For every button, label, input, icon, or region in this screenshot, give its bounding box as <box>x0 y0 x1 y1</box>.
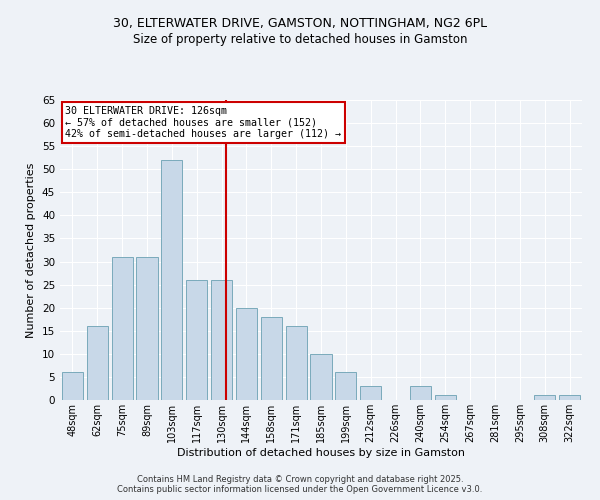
Bar <box>310 354 332 400</box>
X-axis label: Distribution of detached houses by size in Gamston: Distribution of detached houses by size … <box>177 448 465 458</box>
Text: Size of property relative to detached houses in Gamston: Size of property relative to detached ho… <box>133 32 467 46</box>
Text: 30 ELTERWATER DRIVE: 126sqm
← 57% of detached houses are smaller (152)
42% of se: 30 ELTERWATER DRIVE: 126sqm ← 57% of det… <box>65 106 341 139</box>
Bar <box>534 396 555 400</box>
Bar <box>161 160 182 400</box>
Bar <box>435 396 456 400</box>
Bar <box>136 257 158 400</box>
Bar <box>335 372 356 400</box>
Bar <box>236 308 257 400</box>
Bar <box>186 280 207 400</box>
Bar <box>112 257 133 400</box>
Text: Contains HM Land Registry data © Crown copyright and database right 2025.
Contai: Contains HM Land Registry data © Crown c… <box>118 474 482 494</box>
Bar <box>559 396 580 400</box>
Bar <box>360 386 381 400</box>
Y-axis label: Number of detached properties: Number of detached properties <box>26 162 37 338</box>
Bar <box>286 326 307 400</box>
Text: 30, ELTERWATER DRIVE, GAMSTON, NOTTINGHAM, NG2 6PL: 30, ELTERWATER DRIVE, GAMSTON, NOTTINGHA… <box>113 18 487 30</box>
Bar <box>410 386 431 400</box>
Bar <box>211 280 232 400</box>
Bar <box>261 317 282 400</box>
Bar <box>87 326 108 400</box>
Bar <box>62 372 83 400</box>
